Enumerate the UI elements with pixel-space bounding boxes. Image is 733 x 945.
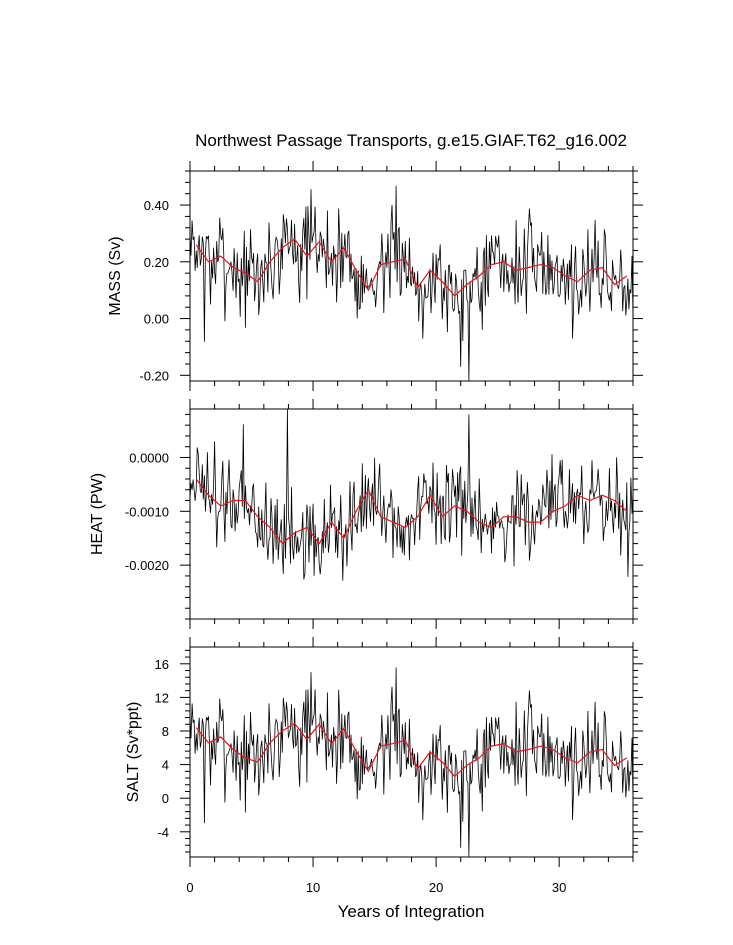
x-axis: 0 10 20 30 xyxy=(186,880,566,895)
series-mass-monthly xyxy=(190,185,633,381)
y-tick-label: 12 xyxy=(155,690,169,705)
y-tick-label: -4 xyxy=(157,825,169,840)
series-heat-monthly xyxy=(190,409,633,581)
y-tick-label: -0.0010 xyxy=(125,504,169,519)
panel-mass-ylabel: MASS (Sv) xyxy=(107,236,124,315)
x-tick-label: 20 xyxy=(429,880,443,895)
series-heat-annual xyxy=(195,478,628,545)
x-tick-label: 30 xyxy=(552,880,566,895)
y-tick-label: 0.40 xyxy=(144,198,169,213)
panel-heat-ylabel: HEAT (PW) xyxy=(89,473,106,555)
panel-salt: SALT (Sv*ppt) -4 0 4 8 12 16 xyxy=(125,637,643,867)
y-tick-label: 0 xyxy=(162,791,169,806)
series-mass-annual xyxy=(195,238,628,297)
y-tick-label: 8 xyxy=(162,724,169,739)
y-tick-label: 0.20 xyxy=(144,255,169,270)
y-tick-label: -0.0020 xyxy=(125,558,169,573)
y-tick-label: 0.00 xyxy=(144,312,169,327)
y-tick-label: 4 xyxy=(162,758,169,773)
panel-salt-ylabel: SALT (Sv*ppt) xyxy=(125,702,142,803)
panel-heat: HEAT (PW) -0.0020 -0.0010 0.0000 xyxy=(89,399,643,629)
x-axis-label: Years of Integration xyxy=(338,902,485,921)
panel-heat-frame xyxy=(189,408,634,620)
series-salt-annual xyxy=(195,722,628,778)
x-tick-label: 0 xyxy=(186,880,193,895)
y-tick-label: -0.20 xyxy=(139,368,169,383)
panel-mass: MASS (Sv) -0.20 0.00 0.20 0.40 xyxy=(107,161,643,391)
series-salt-monthly xyxy=(190,667,633,857)
x-tick-label: 10 xyxy=(306,880,320,895)
y-tick-label: 0.0000 xyxy=(129,450,169,465)
chart-title: Northwest Passage Transports, g.e15.GIAF… xyxy=(195,131,627,150)
y-tick-label: 16 xyxy=(155,657,169,672)
